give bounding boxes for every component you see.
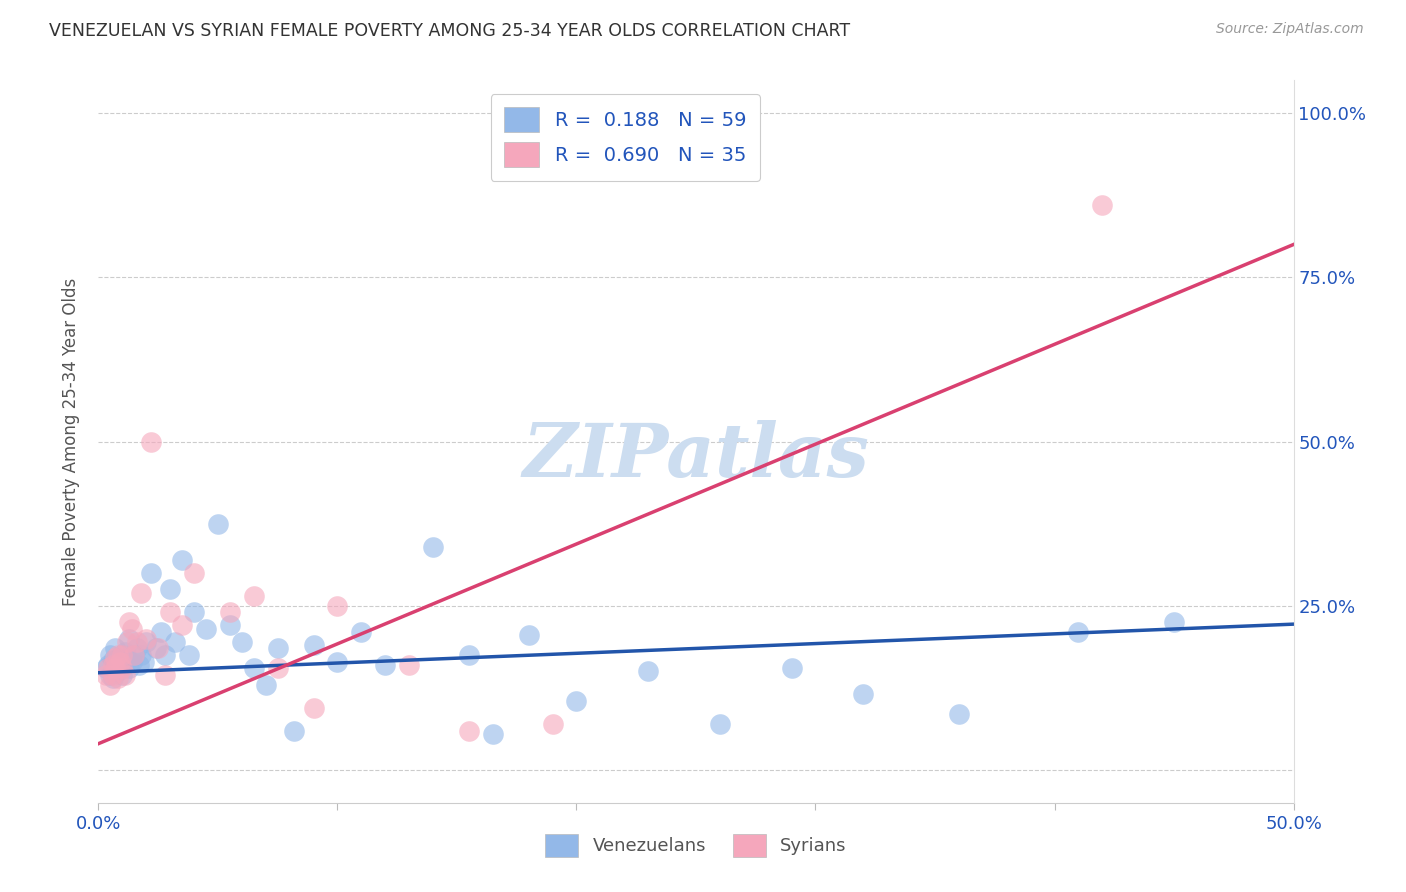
Point [159, 582, 181, 597]
Point [107, 651, 129, 665]
Point [283, 723, 305, 738]
Point [219, 618, 242, 632]
Text: VENEZUELAN VS SYRIAN FEMALE POVERTY AMONG 25-34 YEAR OLDS CORRELATION CHART: VENEZUELAN VS SYRIAN FEMALE POVERTY AMON… [49, 22, 851, 40]
Point [115, 651, 138, 665]
Point [637, 665, 659, 679]
Point [104, 651, 127, 665]
Point [124, 648, 146, 662]
Point [267, 641, 290, 656]
Point [148, 641, 170, 656]
Point [94, 667, 117, 681]
Point [159, 605, 181, 619]
Point [107, 665, 129, 679]
Point [121, 622, 143, 636]
Point [101, 652, 124, 666]
Point [118, 661, 141, 675]
Point [101, 671, 124, 685]
Point [118, 615, 141, 630]
Point [132, 655, 155, 669]
Point [125, 635, 148, 649]
Point [128, 657, 150, 672]
Point [1067, 625, 1090, 640]
Point [111, 667, 134, 681]
Point [104, 661, 127, 675]
Point [219, 605, 242, 619]
Point [541, 717, 564, 731]
Point [104, 661, 127, 675]
Point [852, 687, 875, 701]
Point [115, 635, 138, 649]
Point [243, 589, 266, 603]
Point [107, 671, 129, 685]
Text: Source: ZipAtlas.com: Source: ZipAtlas.com [1216, 22, 1364, 37]
Point [121, 655, 143, 669]
Point [145, 641, 167, 656]
Point [398, 657, 420, 672]
Point [302, 700, 325, 714]
Point [1091, 198, 1114, 212]
Legend: Venezuelans, Syrians: Venezuelans, Syrians [537, 825, 855, 866]
Point [107, 648, 129, 662]
Point [302, 638, 325, 652]
Point [163, 635, 186, 649]
Point [155, 648, 177, 662]
Point [98, 677, 122, 691]
Point [709, 717, 731, 731]
Point [114, 667, 136, 681]
Point [195, 622, 218, 636]
Point [155, 667, 177, 681]
Point [108, 655, 131, 669]
Point [1163, 615, 1185, 630]
Point [458, 648, 481, 662]
Point [172, 618, 194, 632]
Point [565, 694, 588, 708]
Point [183, 605, 205, 619]
Point [948, 707, 970, 722]
Text: ZIPatlas: ZIPatlas [523, 420, 869, 492]
Point [111, 648, 134, 662]
Point [131, 648, 153, 662]
Point [183, 566, 205, 580]
Point [114, 645, 136, 659]
Point [326, 655, 349, 669]
Point [139, 434, 162, 449]
Y-axis label: Female Poverty Among 25-34 Year Olds: Female Poverty Among 25-34 Year Olds [62, 277, 80, 606]
Point [179, 648, 201, 662]
Point [135, 632, 157, 646]
Point [172, 553, 194, 567]
Point [124, 648, 146, 662]
Point [207, 516, 229, 531]
Point [94, 661, 117, 675]
Point [104, 641, 127, 656]
Point [101, 657, 124, 672]
Point [231, 635, 253, 649]
Point [350, 625, 373, 640]
Point [139, 566, 162, 580]
Point [108, 657, 131, 671]
Point [422, 540, 444, 554]
Point [111, 661, 134, 675]
Point [98, 667, 122, 681]
Point [125, 641, 148, 656]
Point [131, 585, 153, 599]
Point [517, 628, 540, 642]
Point [267, 661, 290, 675]
Point [254, 677, 277, 691]
Point [111, 648, 134, 662]
Point [149, 625, 172, 640]
Point [98, 648, 122, 662]
Point [114, 657, 136, 672]
Point [481, 727, 505, 741]
Point [326, 599, 349, 613]
Point [243, 661, 266, 675]
Point [458, 723, 481, 738]
Point [108, 659, 131, 673]
Point [374, 657, 396, 672]
Point [780, 661, 803, 675]
Point [135, 635, 157, 649]
Point [101, 667, 124, 681]
Point [97, 657, 120, 672]
Point [97, 661, 120, 675]
Point [118, 632, 141, 646]
